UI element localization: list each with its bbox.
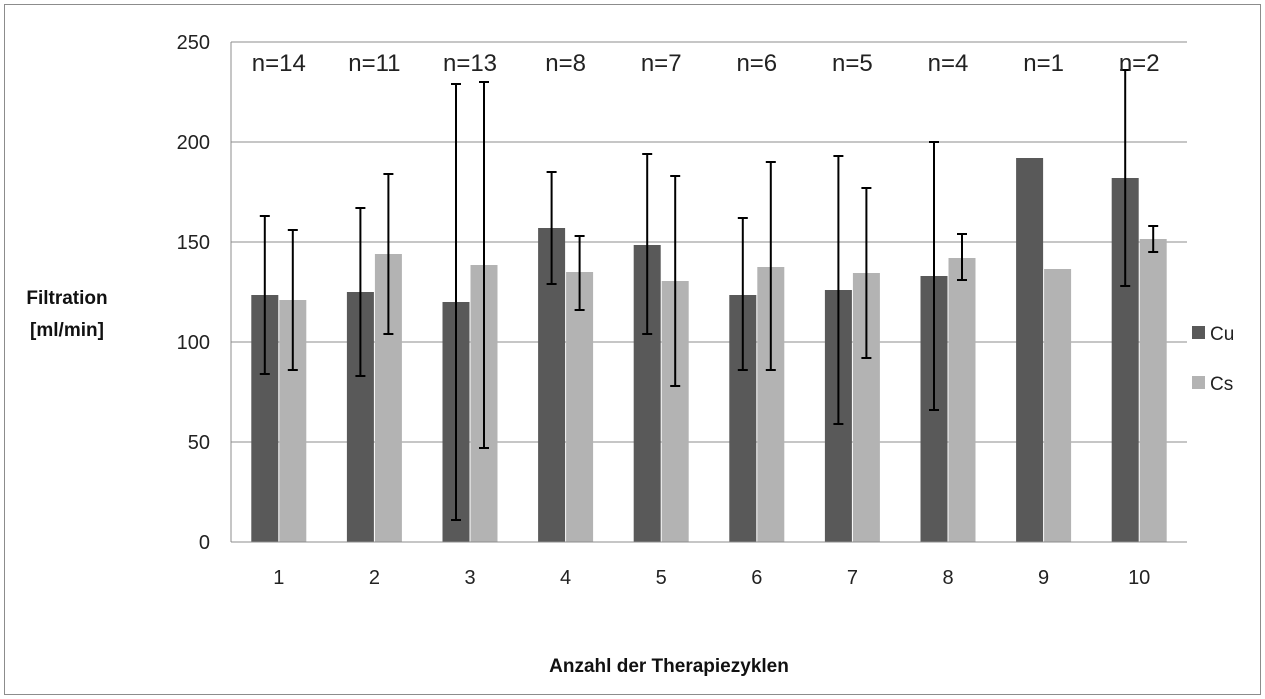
y-tick-label: 50 (188, 432, 210, 454)
n-annotation: n=4 (928, 50, 969, 77)
legend-swatch-cs (1192, 376, 1205, 389)
bar-cs-9 (1044, 269, 1072, 542)
x-tick-label: 6 (751, 567, 762, 589)
x-tick-label: 5 (656, 567, 667, 589)
legend-label-cs: Cs (1210, 374, 1233, 395)
bar-cu-9 (1016, 158, 1044, 542)
y-tick-label: 250 (177, 32, 210, 54)
n-annotation: n=8 (545, 50, 586, 77)
n-annotation: n=5 (832, 50, 873, 77)
grid-layer (230, 41, 1187, 543)
y-tick-label: 100 (177, 332, 210, 354)
chart-frame: 0 50 100 150 200 250 1 n=14 2 n=11 3 n=13 4 n=8 5 n=7 6 n… (4, 4, 1261, 695)
x-tick-label: 8 (942, 567, 953, 589)
n-annotation: n=2 (1119, 50, 1160, 77)
bar-cs-4 (566, 272, 594, 542)
bar-cs-10 (1139, 239, 1167, 542)
legend: Cu Cs (1192, 324, 1234, 395)
n-annotation: n=14 (252, 50, 306, 77)
x-tick-label: 2 (369, 567, 380, 589)
x-tick-label: 9 (1038, 567, 1049, 589)
x-tick-label: 7 (847, 567, 858, 589)
y-tick-label: 200 (177, 132, 210, 154)
legend-swatch-cu (1192, 326, 1205, 339)
legend-label-cu: Cu (1210, 324, 1234, 345)
x-tick-label: 10 (1128, 567, 1150, 589)
n-annotation: n=7 (641, 50, 682, 77)
n-annotation: n=1 (1023, 50, 1064, 77)
y-tick-label: 150 (177, 232, 210, 254)
n-annotation: n=13 (443, 50, 497, 77)
x-tick-label: 4 (560, 567, 571, 589)
x-axis-title: Anzahl der Therapiezyklen (549, 656, 789, 677)
n-annotation: n=6 (736, 50, 777, 77)
label-layer: 0 50 100 150 200 250 1 n=14 2 n=11 3 n=13 4 n=8 5 n=7 6 n… (177, 32, 1160, 589)
y-axis-title-line-1: Filtration (26, 288, 107, 309)
x-tick-label: 3 (464, 567, 475, 589)
bar-cs-8 (948, 258, 976, 542)
error-layer (231, 69, 1187, 543)
y-axis-title-line-2: [ml/min] (30, 320, 104, 341)
n-annotation: n=11 (348, 50, 400, 77)
x-tick-label: 1 (273, 567, 284, 589)
chart-svg: 0 50 100 150 200 250 1 n=14 2 n=11 3 n=13 4 n=8 5 n=7 6 n… (26, 32, 1234, 677)
y-tick-label: 0 (199, 532, 210, 554)
